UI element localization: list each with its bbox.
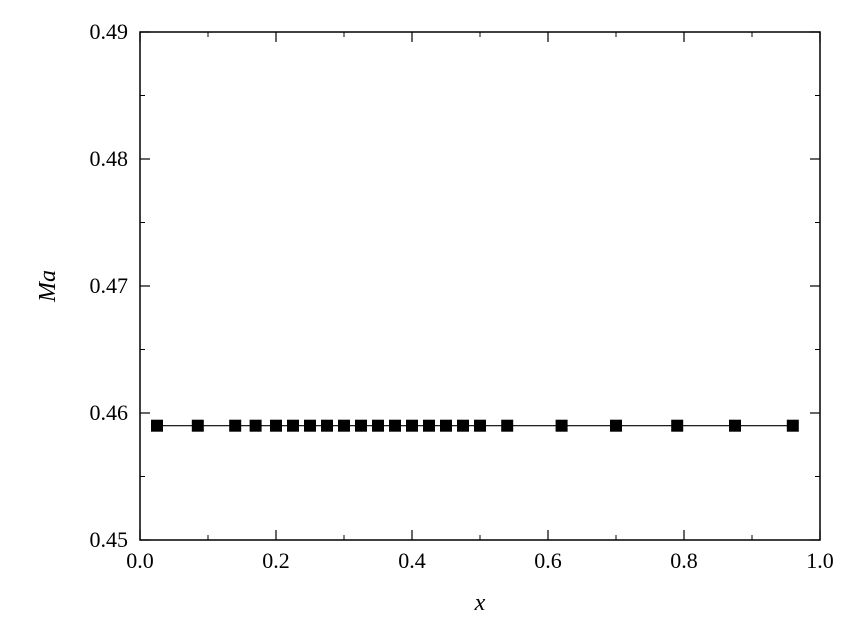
y-tick-label: 0.46 <box>90 400 129 425</box>
series-marker <box>407 420 418 431</box>
x-tick-label: 0.8 <box>670 548 698 573</box>
series-marker <box>475 420 486 431</box>
series-marker <box>192 420 203 431</box>
series-marker <box>322 420 333 431</box>
series-marker <box>305 420 316 431</box>
x-tick-label: 0.4 <box>398 548 426 573</box>
y-tick-label: 0.48 <box>90 146 129 171</box>
x-tick-label: 1.0 <box>806 548 834 573</box>
series-marker <box>373 420 384 431</box>
series-marker <box>390 420 401 431</box>
series-marker <box>502 420 513 431</box>
series-marker <box>458 420 469 431</box>
y-tick-label: 0.45 <box>90 527 129 552</box>
x-tick-label: 0.6 <box>534 548 562 573</box>
series-marker <box>288 420 299 431</box>
series-marker <box>250 420 261 431</box>
series-marker <box>730 420 741 431</box>
x-axis-title: x <box>474 590 486 616</box>
series-marker <box>787 420 798 431</box>
x-tick-label: 0.0 <box>126 548 154 573</box>
series-marker <box>424 420 435 431</box>
y-tick-label: 0.47 <box>90 273 129 298</box>
chart-bg <box>0 0 854 642</box>
series-marker <box>339 420 350 431</box>
series-marker <box>556 420 567 431</box>
series-marker <box>356 420 367 431</box>
chart-svg: 0.0 0.2 0.4 0.6 0.8 1.0 0.45 0.46 0.47 0.48 0.49 x M… <box>0 0 854 642</box>
series-marker <box>271 420 282 431</box>
series-marker <box>672 420 683 431</box>
x-tick-label: 0.2 <box>262 548 290 573</box>
series-marker <box>611 420 622 431</box>
series-marker <box>152 420 163 431</box>
series-marker <box>441 420 452 431</box>
y-axis-title: Ma <box>35 270 61 303</box>
series-marker <box>230 420 241 431</box>
y-tick-label: 0.49 <box>90 19 129 44</box>
chart-container: 0.0 0.2 0.4 0.6 0.8 1.0 0.45 0.46 0.47 0.48 0.49 x M… <box>0 0 854 642</box>
